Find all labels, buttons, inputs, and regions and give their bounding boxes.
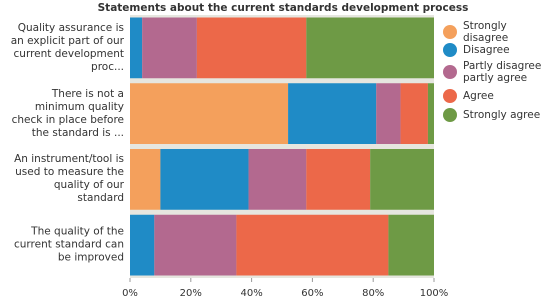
category-label: There is not a minimum quality check in … [11, 87, 124, 139]
bar-segment [388, 214, 434, 276]
x-tick-label: 80% [362, 288, 384, 299]
bar-segment [306, 17, 434, 79]
bar-segment [248, 149, 307, 210]
bar-segment [306, 149, 371, 210]
legend-swatch [443, 43, 457, 57]
x-tick-label: 60% [301, 288, 323, 299]
x-tick-label: 20% [180, 288, 202, 299]
bar-segment [130, 149, 161, 210]
bar-segment [288, 83, 377, 144]
legend-label: Strongly disagree [463, 20, 509, 44]
legend-swatch [443, 65, 457, 79]
bar-segment [236, 214, 389, 276]
legend-label: Strongly agree [463, 109, 541, 121]
x-tick-label: 0% [122, 288, 138, 299]
bar-segment [154, 214, 237, 276]
bar-segment [370, 149, 434, 210]
bar-segment [130, 83, 289, 144]
legend-swatch [443, 25, 457, 39]
bar-segment [160, 149, 249, 210]
legend-label: Partly disagree partly agree [463, 60, 542, 84]
bar-segment [142, 17, 197, 79]
bar-segment [196, 17, 307, 79]
bar-segment [130, 17, 143, 79]
bar-segment [427, 83, 434, 144]
legend-label: Agree [463, 90, 494, 102]
category-label: Quality assurance is an explicit part of… [10, 21, 124, 73]
x-tick-label: 100% [420, 288, 449, 299]
bar-segment [376, 83, 401, 144]
legend-swatch [443, 89, 457, 103]
category-label: The quality of the current standard can … [14, 225, 124, 264]
legend-swatch [443, 108, 457, 122]
bar-segment [400, 83, 428, 144]
legend-label: Disagree [463, 44, 510, 56]
chart-title: Statements about the current standards d… [98, 2, 469, 14]
bar-segment [130, 214, 155, 276]
category-label: An instrument/tool is used to measure th… [14, 153, 124, 205]
x-tick-label: 40% [240, 288, 262, 299]
